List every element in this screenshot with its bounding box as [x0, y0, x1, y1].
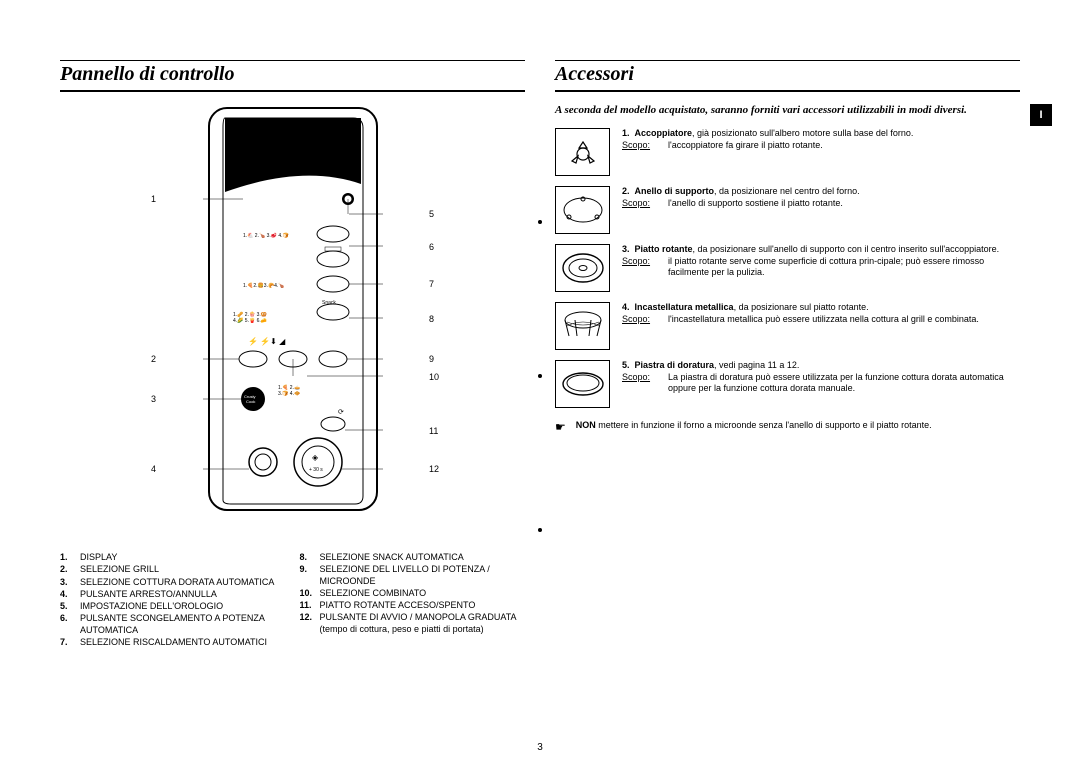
panel-svg: 1.🐔 2.🍗 3.🥩 4.🍞 1.🍕2.🍔3.🥐4.🍗 Snack 1.🥜 2… — [203, 104, 383, 514]
accessory-text: 3. Piatto rotante, da posizionare sull'a… — [622, 244, 1020, 279]
page-number: 3 — [0, 742, 1080, 753]
legend: 1.DISPLAY2.SELEZIONE GRILL 3.SELEZIONE CO… — [60, 552, 525, 649]
callout-2: 2 — [151, 354, 160, 364]
legend-item: 1.DISPLAY — [60, 552, 286, 563]
legend-item: 9.SELEZIONE DEL LIVELLO DI POTENZA / MIC… — [300, 564, 526, 587]
callout-8: 8 — [425, 314, 434, 324]
legend-item: 2.SELEZIONE GRILL — [60, 564, 286, 575]
accessory-row: 1. Accoppiatore, già posizionato sull'al… — [555, 128, 1020, 176]
accessory-text: 1. Accoppiatore, già posizionato sull'al… — [622, 128, 1020, 152]
callout-3: 3 — [151, 394, 160, 404]
accessory-text: 4. Incastellatura metallica, da posizion… — [622, 302, 1020, 326]
legend-item: 8.SELEZIONE SNACK AUTOMATICA — [300, 552, 526, 563]
accessory-row: 2. Anello di supporto, da posizionare ne… — [555, 186, 1020, 234]
callout-1: 1 — [151, 194, 160, 204]
legend-item: 3.SELEZIONE COTTURA DORATA AUTOMATICA — [60, 577, 286, 588]
accessory-icon — [555, 244, 610, 292]
callouts-left: 1 2 3 4 — [60, 104, 160, 534]
right-column: Accessori A seconda del modello acquista… — [555, 60, 1020, 700]
right-section-title: Accessori — [555, 60, 1020, 92]
callout-12: 12 — [425, 464, 439, 474]
callouts-right: 5 6 7 8 9 10 11 12 — [425, 104, 525, 534]
legend-item: 7.SELEZIONE RISCALDAMENTO AUTOMATICI — [60, 637, 286, 648]
accessory-icon — [555, 302, 610, 350]
pointing-hand-icon: ☛ — [555, 420, 566, 434]
language-tab: I — [1030, 104, 1052, 126]
svg-text:+ 30 s: + 30 s — [309, 467, 323, 473]
svg-text:1.🥜 2.🍿 3.🥨: 1.🥜 2.🍿 3.🥨 — [233, 311, 268, 318]
accessory-text: 5. Piastra di doratura, vedi pagina 11 a… — [622, 360, 1020, 395]
control-panel-diagram: 1 2 3 4 1.🐔 2.🍗 3.🥩 4.🍞 — [60, 104, 525, 534]
legend-item: 4.PULSANTE ARRESTO/ANNULLA — [60, 589, 286, 600]
svg-text:⚡ ⚡⬇ ◢: ⚡ ⚡⬇ ◢ — [248, 336, 286, 346]
callout-4: 4 — [151, 464, 160, 474]
svg-text:1.🍕 2.🥧: 1.🍕 2.🥧 — [278, 384, 300, 391]
legend-item: 12.PULSANTE DI AVVIO / MANOPOLA GRADUATA… — [300, 612, 526, 635]
accessory-icon — [555, 128, 610, 176]
svg-text:Cook: Cook — [246, 399, 255, 404]
left-section-title: Pannello di controllo — [60, 60, 525, 92]
accessory-text: 2. Anello di supporto, da posizionare ne… — [622, 186, 1020, 210]
legend-col-1: 1.DISPLAY2.SELEZIONE GRILL 3.SELEZIONE CO… — [60, 552, 286, 649]
callout-5: 5 — [425, 209, 434, 219]
svg-text:1.🐔 2.🍗 3.🥩 4.🍞: 1.🐔 2.🍗 3.🥩 4.🍞 — [243, 232, 289, 239]
left-column: Pannello di controllo 1 2 3 4 — [60, 60, 525, 700]
legend-col-2: 8.SELEZIONE SNACK AUTOMATICA9.SELEZIONE … — [300, 552, 526, 649]
legend-item: 11.PIATTO ROTANTE ACCESO/SPENTO — [300, 600, 526, 611]
legend-item: 6.PULSANTE SCONGELAMENTO A POTENZA AUTOM… — [60, 613, 286, 636]
svg-text:◈: ◈ — [312, 453, 319, 462]
callout-6: 6 — [425, 242, 434, 252]
accessory-icon — [555, 360, 610, 408]
note-text: mettere in funzione il forno a microonde… — [596, 420, 932, 430]
legend-item: 10.SELEZIONE COMBINATO — [300, 588, 526, 599]
svg-text:3.🍞 4.🧇: 3.🍞 4.🧇 — [278, 390, 300, 397]
callout-9: 9 — [425, 354, 434, 364]
note-bold: NON — [576, 420, 596, 430]
accessories-list: 1. Accoppiatore, già posizionato sull'al… — [555, 128, 1020, 408]
svg-text:⟳: ⟳ — [338, 409, 344, 416]
svg-text:1.🍕2.🍔3.🥐4.🍗: 1.🍕2.🍔3.🥐4.🍗 — [243, 282, 285, 289]
legend-item: 5.IMPOSTAZIONE DELL'OROLOGIO — [60, 601, 286, 612]
accessories-intro: A seconda del modello acquistato, sarann… — [555, 104, 1020, 118]
accessory-row: 3. Piatto rotante, da posizionare sull'a… — [555, 244, 1020, 292]
callout-10: 10 — [425, 372, 439, 382]
gutter-dots — [538, 220, 542, 532]
accessory-icon — [555, 186, 610, 234]
accessory-row: 5. Piastra di doratura, vedi pagina 11 a… — [555, 360, 1020, 408]
callout-7: 7 — [425, 279, 434, 289]
accessory-row: 4. Incastellatura metallica, da posizion… — [555, 302, 1020, 350]
svg-text:Snack: Snack — [322, 300, 336, 306]
warning-note: ☛ NON mettere in funzione il forno a mic… — [555, 420, 1020, 434]
callout-11: 11 — [425, 426, 438, 436]
svg-text:4.🌽 5.🍟 6.🧀: 4.🌽 5.🍟 6.🧀 — [233, 317, 267, 324]
